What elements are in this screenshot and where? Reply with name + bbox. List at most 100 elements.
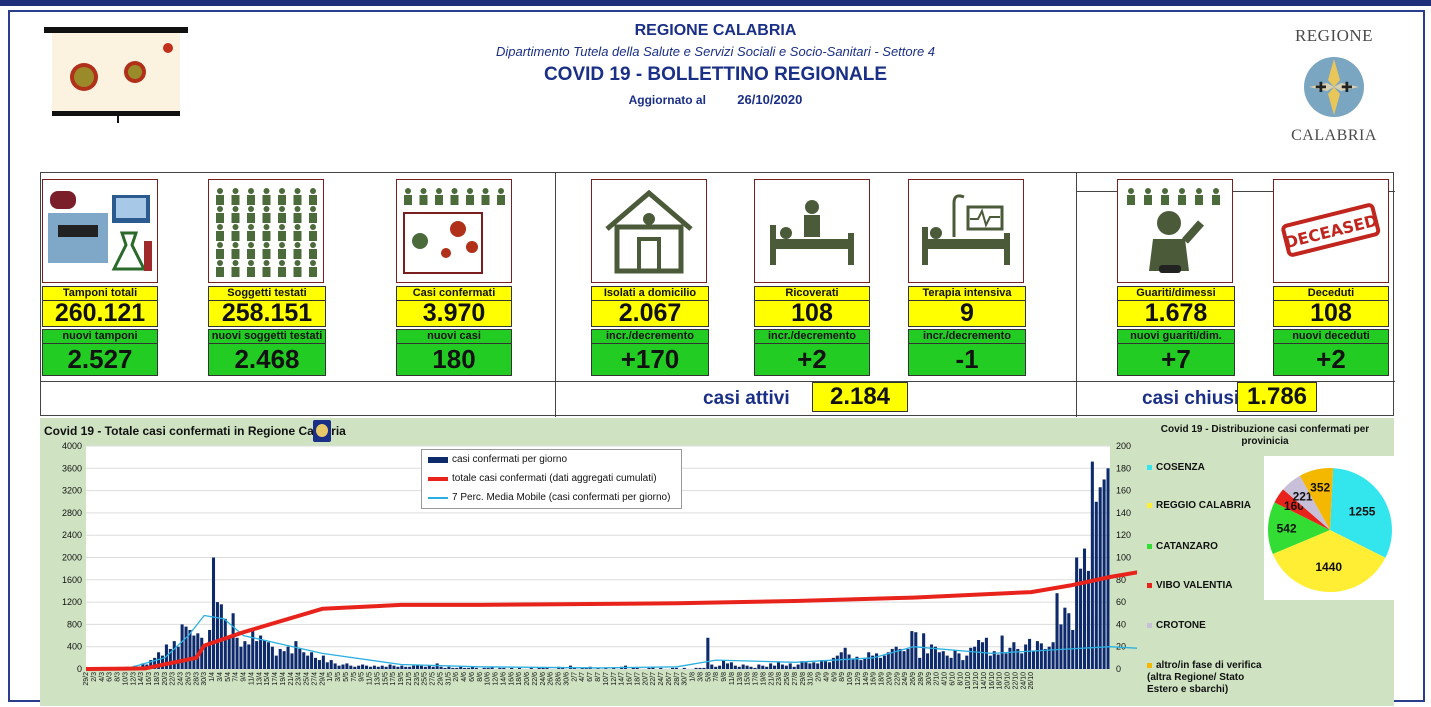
person-body <box>278 267 286 277</box>
daily-cases-bar <box>286 646 290 669</box>
person-body <box>231 267 240 277</box>
person-head <box>294 242 301 248</box>
daily-cases-bar <box>180 624 184 669</box>
y-tick-label: 2800 <box>62 508 82 518</box>
person-body <box>1195 195 1203 205</box>
daily-cases-bar <box>274 655 278 669</box>
person-head <box>279 242 285 248</box>
stat-value: 108 <box>754 301 870 327</box>
daily-cases-bar <box>1035 641 1039 669</box>
virus-monitor-icon <box>44 27 188 123</box>
pie-legend-item: VIBO VALENTIA <box>1147 580 1232 591</box>
x-tick-label: 6/6 <box>469 672 476 682</box>
daily-cases-bar <box>278 648 282 669</box>
x-tick-label: 7/4 <box>233 672 240 682</box>
person-body <box>309 231 317 241</box>
person-head <box>1213 188 1219 194</box>
daily-cases-bar <box>349 665 353 669</box>
x-tick-label: 26/7 <box>666 672 673 686</box>
daily-cases-bar <box>757 664 761 669</box>
daily-cases-bar <box>580 667 584 669</box>
x-tick-label: 19/5 <box>398 672 405 686</box>
x-tick-label: 16/7 <box>627 672 634 686</box>
daily-cases-bar <box>153 657 157 669</box>
y-tick-label: 3200 <box>62 486 82 496</box>
stat-label: Tamponi totali <box>42 286 158 301</box>
daily-cases-bar <box>851 658 855 669</box>
x-tick-label: 3/8 <box>697 672 704 682</box>
daily-cases-bar <box>215 602 219 669</box>
person-body <box>419 195 428 205</box>
x-tick-label: 18/9 <box>879 672 886 686</box>
person-body <box>466 195 474 205</box>
daily-cases-bar <box>906 648 910 669</box>
stat-sub-label: nuovi soggetti testati <box>208 329 326 344</box>
daily-cases-bar <box>282 651 286 669</box>
person-head <box>217 188 223 194</box>
x-tick-label: 4/9 <box>823 672 830 682</box>
daily-cases-bar <box>545 667 549 669</box>
x-tick-label: 22/3 <box>170 672 177 686</box>
daily-cases-bar <box>290 653 294 669</box>
person-body <box>497 195 505 205</box>
x-tick-label: 15/4 <box>264 672 271 686</box>
daily-cases-bar <box>910 631 914 669</box>
x-tick-label: 21/5 <box>406 672 413 686</box>
person-body <box>435 195 443 205</box>
update-line: Aggiornato al 26/10/2020 <box>0 92 1431 107</box>
daily-cases-bar <box>408 666 412 669</box>
x-tick-label: 18/6 <box>516 672 523 686</box>
y-tick-label: 1200 <box>62 597 82 607</box>
daily-cases-bar <box>945 655 949 669</box>
bulletin-title: COVID 19 - BOLLETTINO REGIONALE <box>543 64 888 85</box>
daily-cases-bar <box>741 664 745 669</box>
daily-cases-bar <box>839 652 843 669</box>
person-body <box>1161 195 1169 205</box>
x-tick-label: 16/3 <box>146 672 153 686</box>
x-tick-label: 20/6 <box>524 672 531 686</box>
daily-cases-bar <box>867 652 871 669</box>
daily-cases-bar <box>196 633 200 669</box>
daily-cases-bar <box>490 666 494 669</box>
people-grid-icon <box>208 179 324 283</box>
pie-slice <box>1272 530 1386 593</box>
stat-sub-value: -1 <box>908 344 1026 376</box>
daily-cases-bar <box>988 655 992 669</box>
person-body <box>216 213 224 223</box>
daily-cases-bar <box>745 665 749 669</box>
x-tick-label: 24/6 <box>540 672 547 686</box>
region-title: REGIONE CALABRIA <box>634 22 797 39</box>
x-tick-label: 4/3 <box>99 672 106 682</box>
stat-sub-label: nuovi casi <box>396 329 512 344</box>
x-tick-label: 2/6 <box>453 672 460 682</box>
daily-cases-bar <box>529 667 533 669</box>
person-head <box>310 260 316 266</box>
person-body <box>247 213 255 223</box>
daily-cases-bar <box>604 667 608 669</box>
daily-cases-bar <box>969 647 973 669</box>
daily-cases-bar <box>231 613 235 669</box>
daily-cases-bar <box>157 652 161 669</box>
x-tick-label: 24/3 <box>178 672 185 686</box>
daily-cases-bar <box>784 665 788 669</box>
person-head <box>263 224 270 230</box>
daily-cases-bar <box>843 647 847 669</box>
daily-cases-bar <box>219 604 223 669</box>
daily-cases-bar <box>431 666 435 669</box>
person-body <box>216 195 224 205</box>
person-body <box>247 231 255 241</box>
stat-sub-value: 180 <box>396 344 512 376</box>
person-head <box>279 206 285 212</box>
daily-cases-bar <box>773 665 777 669</box>
x-tick-label: 16/6 <box>508 672 515 686</box>
pie-legend-item: COSENZA <box>1147 462 1205 473</box>
daily-cases-bar <box>294 641 298 669</box>
daily-cases-bar <box>1039 643 1043 669</box>
stat-sub-value: 2.527 <box>42 344 158 376</box>
daily-cases-bar <box>176 646 180 669</box>
daily-cases-bar <box>208 629 212 669</box>
daily-cases-bar <box>168 648 172 669</box>
daily-cases-bar <box>380 665 384 669</box>
person-body <box>293 231 302 241</box>
daily-cases-bar <box>423 666 427 669</box>
